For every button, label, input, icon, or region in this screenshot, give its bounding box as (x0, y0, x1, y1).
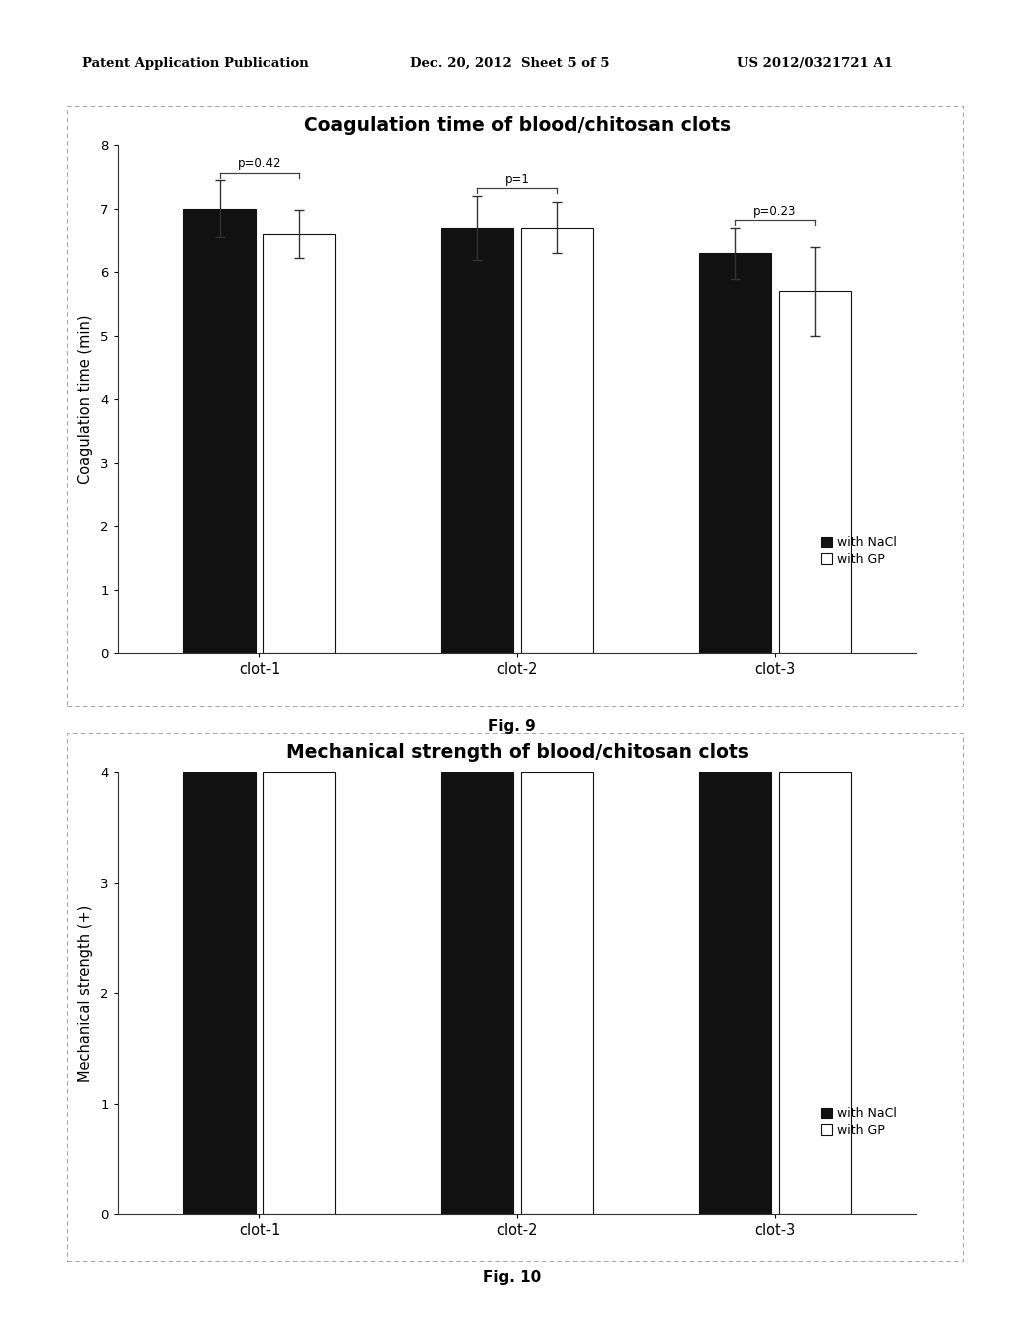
Bar (263, 234, 336, 653)
Text: Fig. 10: Fig. 10 (483, 1270, 541, 1284)
Bar (521, 772, 593, 1214)
Bar (441, 228, 513, 653)
Text: p=1: p=1 (505, 173, 529, 186)
Bar (698, 253, 771, 653)
Bar (263, 772, 336, 1214)
Bar (183, 772, 256, 1214)
Title: Coagulation time of blood/chitosan clots: Coagulation time of blood/chitosan clots (303, 116, 731, 136)
Bar (521, 228, 593, 653)
Text: p=0.42: p=0.42 (238, 157, 282, 170)
Text: US 2012/0321721 A1: US 2012/0321721 A1 (737, 57, 893, 70)
Bar (698, 772, 771, 1214)
Title: Mechanical strength of blood/chitosan clots: Mechanical strength of blood/chitosan cl… (286, 743, 749, 763)
Text: Patent Application Publication: Patent Application Publication (82, 57, 308, 70)
Bar (183, 209, 256, 653)
Y-axis label: Coagulation time (min): Coagulation time (min) (78, 314, 93, 484)
Legend: with NaCl, with GP: with NaCl, with GP (816, 531, 902, 572)
Bar (778, 772, 851, 1214)
Text: Dec. 20, 2012  Sheet 5 of 5: Dec. 20, 2012 Sheet 5 of 5 (410, 57, 609, 70)
Y-axis label: Mechanical strength (+): Mechanical strength (+) (78, 904, 93, 1082)
Text: p=0.23: p=0.23 (753, 205, 797, 218)
Bar (441, 772, 513, 1214)
Text: Fig. 9: Fig. 9 (488, 719, 536, 734)
Legend: with NaCl, with GP: with NaCl, with GP (816, 1102, 902, 1142)
Bar (778, 292, 851, 653)
